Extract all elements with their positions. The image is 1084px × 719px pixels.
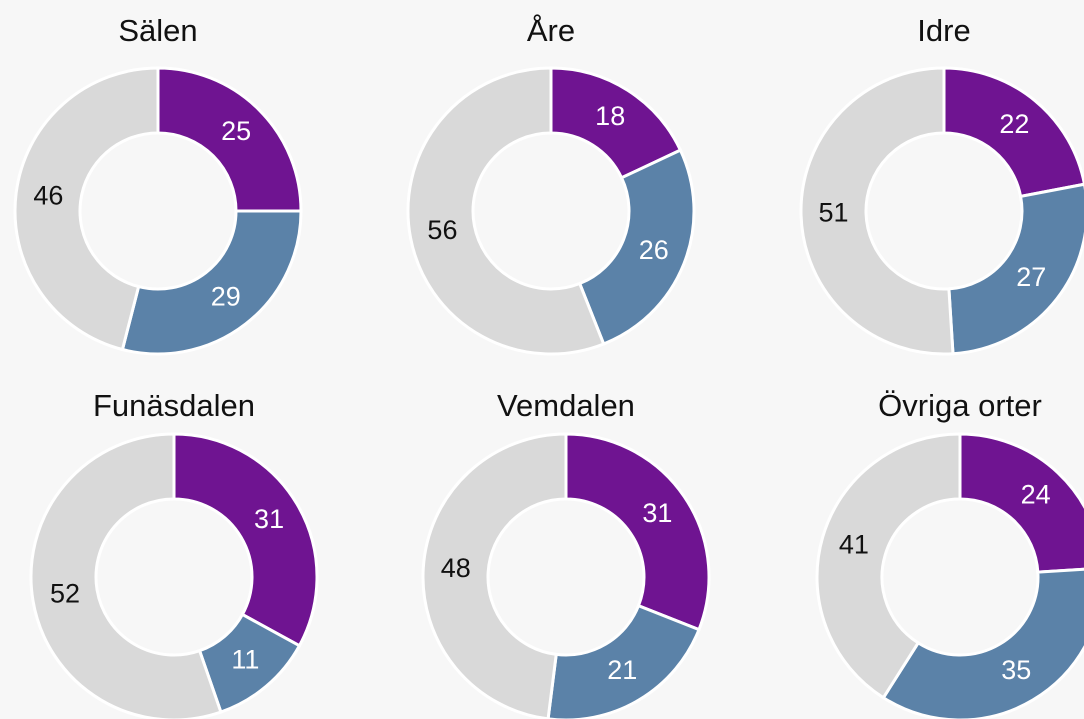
donut-slice (815, 432, 962, 700)
chart-title: Idre (917, 13, 970, 48)
value-label: 18 (595, 101, 625, 131)
value-label: 35 (1001, 655, 1031, 685)
value-label: 52 (50, 579, 80, 609)
donut-slice (564, 432, 711, 632)
value-label: 31 (642, 498, 672, 528)
chart-title: Sälen (118, 13, 197, 48)
donut-slice (156, 66, 303, 213)
donut-slice (120, 209, 303, 356)
value-label: 11 (231, 645, 259, 675)
donut-slice (172, 432, 319, 648)
donut-slice (799, 66, 955, 356)
donut-slice (881, 567, 1084, 719)
chart-title: Funäsdalen (93, 388, 255, 423)
donut-slice (546, 603, 701, 719)
chart-title: Åre (527, 13, 575, 48)
value-label: 51 (819, 198, 849, 228)
value-label: 26 (639, 235, 669, 265)
value-label: 56 (427, 215, 457, 245)
value-label: 22 (999, 109, 1029, 139)
value-label: 46 (33, 180, 63, 210)
value-label: 24 (1021, 480, 1051, 510)
donut-slice (406, 66, 606, 356)
donut-slice (577, 148, 696, 346)
value-label: 48 (441, 553, 471, 583)
donut-slice (13, 66, 160, 352)
value-label: 25 (221, 116, 251, 146)
donut-slice (958, 432, 1084, 574)
value-label: 31 (254, 504, 284, 534)
value-label: 21 (607, 655, 637, 685)
chart-title: Vemdalen (497, 388, 635, 423)
value-label: 29 (211, 281, 241, 311)
value-label: 27 (1016, 262, 1046, 292)
donut-slice (947, 182, 1084, 356)
donut-slice (549, 66, 683, 180)
donut-slice (942, 66, 1084, 199)
value-label: 41 (839, 529, 869, 559)
donut-slice (29, 432, 223, 719)
chart-title: Övriga orter (878, 388, 1042, 423)
donut-slice (421, 432, 568, 719)
